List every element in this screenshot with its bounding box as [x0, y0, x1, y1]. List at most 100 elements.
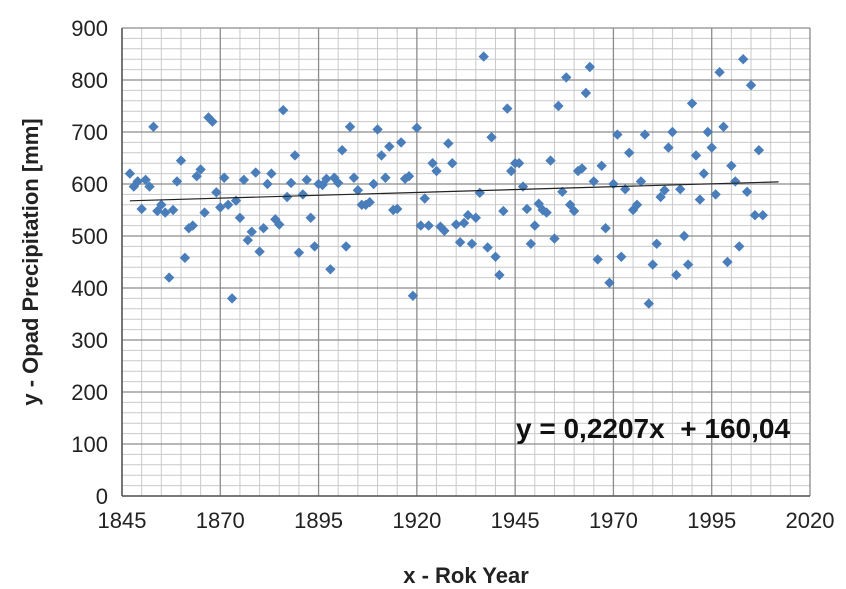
data-point	[757, 210, 769, 221]
y-tick-label: 800	[71, 68, 108, 93]
data-point	[336, 145, 348, 156]
data-point	[741, 186, 753, 197]
data-point	[333, 177, 344, 189]
data-point	[199, 207, 210, 218]
data-point	[340, 241, 352, 252]
data-point	[631, 199, 643, 210]
data-point	[502, 103, 513, 114]
data-point	[667, 126, 678, 138]
data-point	[513, 158, 525, 169]
data-point	[384, 141, 395, 152]
data-point	[380, 172, 391, 183]
data-point	[635, 176, 647, 187]
data-point	[730, 176, 741, 187]
data-point	[584, 61, 596, 73]
data-point	[466, 238, 478, 249]
data-point	[659, 185, 670, 196]
y-tick-label: 100	[71, 432, 108, 457]
data-point	[254, 246, 265, 257]
data-point	[187, 220, 198, 231]
y-tick-label: 900	[71, 16, 108, 41]
data-point	[144, 181, 155, 192]
data-point	[478, 51, 489, 62]
data-point	[160, 207, 171, 218]
data-point	[175, 155, 187, 166]
x-tick-label: 1945	[491, 508, 540, 533]
data-point	[262, 178, 273, 190]
data-point	[576, 163, 588, 174]
data-point	[749, 210, 761, 221]
data-point	[541, 207, 552, 218]
data-point	[675, 184, 686, 195]
y-tick-label: 200	[71, 380, 108, 405]
plot-area	[122, 28, 810, 496]
data-point	[572, 165, 584, 177]
data-point	[710, 189, 721, 200]
x-tick-label: 1970	[589, 508, 638, 533]
data-point	[309, 241, 320, 252]
data-point	[671, 269, 682, 281]
data-point	[301, 174, 312, 186]
data-point	[454, 237, 466, 248]
data-point	[266, 168, 277, 179]
data-point	[553, 100, 564, 112]
data-point	[450, 219, 462, 230]
data-point	[663, 142, 674, 153]
data-point	[321, 173, 332, 184]
y-axis-title: y - Opad Precipitation [mm]	[18, 118, 43, 405]
data-point	[140, 174, 151, 186]
data-point	[545, 155, 556, 166]
data-point	[211, 187, 222, 198]
trendline-equation: y = 0,2207x + 160,04	[516, 413, 790, 444]
data-point	[616, 251, 627, 262]
data-point	[179, 252, 191, 264]
data-point	[305, 212, 316, 223]
x-tick-label: 1895	[294, 508, 343, 533]
x-tick-label: 1920	[392, 508, 441, 533]
x-tick-labels: 1845 1870 1895 1920 1945 1970 1995 2020	[98, 508, 835, 533]
data-point	[344, 121, 356, 132]
data-point	[458, 217, 470, 229]
data-point	[289, 150, 301, 161]
data-point	[415, 220, 426, 231]
data-point	[447, 158, 458, 169]
data-point	[403, 171, 415, 182]
data-point	[568, 205, 580, 217]
data-point	[274, 219, 285, 230]
data-point	[627, 204, 639, 216]
x-axis-title: x - Rok Year	[403, 563, 529, 588]
data-point	[219, 172, 230, 183]
data-point	[297, 189, 309, 200]
x-tick-label: 1845	[98, 508, 147, 533]
data-point	[163, 272, 175, 283]
data-point	[529, 220, 540, 231]
data-point	[207, 116, 218, 127]
data-point	[651, 238, 662, 249]
data-point	[277, 104, 289, 116]
data-point	[580, 87, 592, 99]
data-point	[136, 203, 147, 215]
data-point	[706, 142, 717, 153]
data-point	[222, 199, 234, 210]
data-point	[588, 176, 599, 187]
data-point	[734, 241, 745, 252]
data-point	[722, 256, 733, 268]
data-point	[639, 129, 651, 140]
data-point	[698, 168, 710, 179]
data-point	[411, 122, 423, 134]
data-point	[718, 121, 729, 132]
data-point	[714, 67, 725, 78]
y-tick-label: 700	[71, 120, 108, 145]
x-tick-label: 2020	[786, 508, 835, 533]
data-point	[557, 186, 568, 197]
data-point	[285, 177, 297, 189]
data-point	[604, 277, 615, 288]
data-point	[234, 212, 246, 223]
data-point	[443, 138, 454, 149]
data-point	[372, 124, 383, 135]
data-point	[191, 171, 202, 182]
data-point	[419, 193, 430, 204]
data-point	[690, 150, 702, 161]
data-point	[395, 137, 407, 148]
